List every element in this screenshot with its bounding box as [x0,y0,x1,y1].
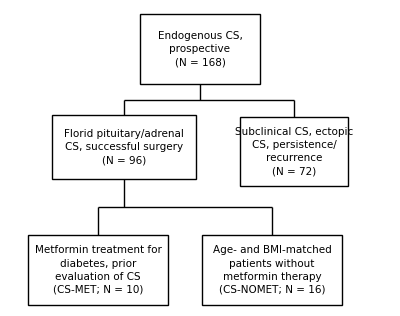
Text: Subclinical CS, ectopic
CS, persistence/
recurrence
(N = 72): Subclinical CS, ectopic CS, persistence/… [235,127,353,176]
Bar [202,235,342,305]
Text: Age- and BMI-matched
patients without
metformin therapy
(CS-NOMET; N = 16): Age- and BMI-matched patients without me… [213,246,331,295]
Text: Florid pituitary/adrenal
CS, successful surgery
(N = 96): Florid pituitary/adrenal CS, successful … [64,129,184,165]
Bar [52,115,196,179]
Text: Metformin treatment for
diabetes, prior
evaluation of CS
(CS-MET; N = 10): Metformin treatment for diabetes, prior … [34,246,162,295]
Bar [240,117,348,186]
Bar [140,14,260,84]
Bar [28,235,168,305]
Text: Endogenous CS,
prospective
(N = 168): Endogenous CS, prospective (N = 168) [158,31,242,67]
